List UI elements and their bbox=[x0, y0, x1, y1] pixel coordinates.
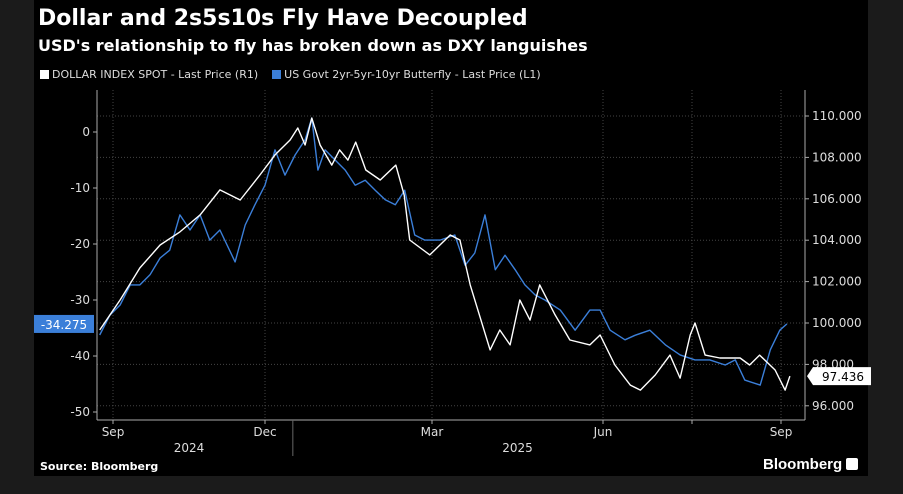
fly-series-line bbox=[99, 117, 788, 386]
x-tick-label: Jun bbox=[593, 425, 613, 439]
legend-swatch-blue bbox=[272, 70, 282, 79]
legend-item-dollar: DOLLAR INDEX SPOT - Last Price (R1) bbox=[40, 68, 258, 81]
left-tick-label: -30 bbox=[70, 293, 90, 307]
left-tick-label: -20 bbox=[70, 237, 90, 251]
legend-swatch-white bbox=[40, 70, 49, 79]
legend-label: US Govt 2yr-5yr-10yr Butterfly - Last Pr… bbox=[284, 68, 541, 81]
left-tick-label: -10 bbox=[70, 181, 90, 195]
right-tick-label: 110.000 bbox=[812, 109, 862, 123]
right-tick-label: 102.000 bbox=[812, 275, 862, 289]
x-tick-label: Sep bbox=[102, 425, 125, 439]
right-tick-label: 104.000 bbox=[812, 233, 862, 247]
source-note: Source: Bloomberg bbox=[40, 460, 159, 473]
left-tick-label: -40 bbox=[70, 349, 90, 363]
year-label: 2024 bbox=[174, 441, 205, 455]
x-tick-label: Sep bbox=[770, 425, 793, 439]
right-tick-label: 108.000 bbox=[812, 150, 862, 164]
legend: DOLLAR INDEX SPOT - Last Price (R1) US G… bbox=[40, 68, 541, 81]
brand-text: Bloomberg bbox=[763, 456, 843, 473]
dollar-last-value-badge bbox=[807, 367, 871, 386]
chart-title: Dollar and 2s5s10s Fly Have Decoupled bbox=[38, 6, 528, 31]
right-tick-label: 106.000 bbox=[812, 192, 862, 206]
year-label: 2025 bbox=[502, 441, 533, 455]
legend-label: DOLLAR INDEX SPOT - Last Price (R1) bbox=[52, 68, 259, 81]
right-tick-label: 100.000 bbox=[812, 316, 862, 330]
fly-last-value: -34.275 bbox=[41, 318, 87, 332]
chart-subtitle: USD's relationship to fly has broken dow… bbox=[38, 36, 588, 55]
fly-last-value-badge bbox=[34, 314, 94, 333]
left-tick-label: 0 bbox=[82, 125, 90, 139]
legend-item-fly: US Govt 2yr-5yr-10yr Butterfly - Last Pr… bbox=[272, 68, 541, 81]
x-tick-label: Mar bbox=[421, 425, 444, 439]
bloomberg-chart-icon bbox=[846, 458, 859, 470]
x-tick-label: Dec bbox=[253, 425, 276, 439]
right-tick-label: 96.000 bbox=[812, 399, 854, 413]
dollar-series-line bbox=[99, 117, 791, 391]
dollar-last-value: 97.436 bbox=[822, 370, 864, 384]
bloomberg-logo: Bloomberg bbox=[763, 456, 859, 473]
left-tick-label: -50 bbox=[70, 405, 90, 419]
